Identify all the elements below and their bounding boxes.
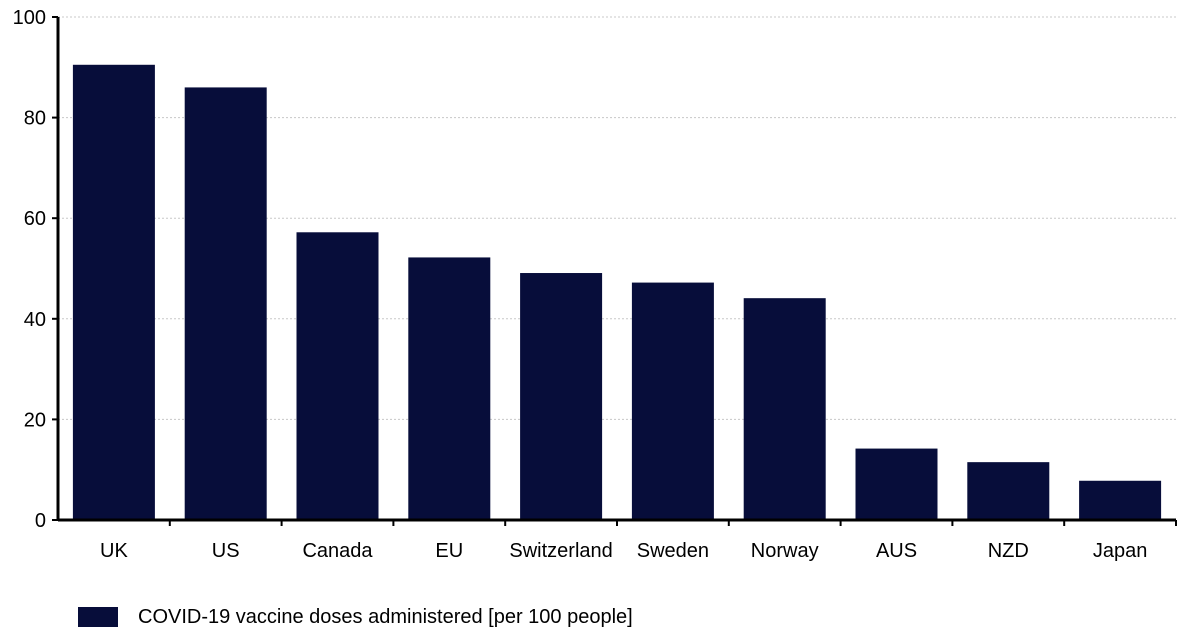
bar [296, 232, 379, 520]
bar [408, 257, 491, 520]
bar [743, 298, 826, 520]
bar [72, 64, 155, 520]
bar [520, 273, 603, 520]
legend-swatch [78, 607, 118, 627]
y-tick-label: 100 [13, 7, 46, 29]
x-tick-label: Japan [1093, 540, 1148, 562]
x-tick-label: AUS [876, 540, 917, 562]
x-tick-label: Norway [751, 540, 819, 562]
x-tick-label: EU [435, 540, 463, 562]
x-tick-label: Switzerland [509, 540, 612, 562]
x-tick-label: Canada [302, 540, 373, 562]
x-tick-label: NZD [988, 540, 1029, 562]
bar [184, 87, 267, 521]
y-tick-label: 20 [24, 409, 46, 431]
bar-chart: 0 20 40 60 80 100 UK US Canada EU Switzerland Swed… [13, 7, 1177, 562]
x-tick-label: US [212, 540, 240, 562]
legend: COVID-19 vaccine doses administered [per… [78, 604, 633, 630]
bar [967, 462, 1050, 520]
y-tick-label: 60 [24, 208, 46, 230]
x-tick-label: Sweden [637, 540, 709, 562]
y-tick-label: 40 [24, 309, 46, 331]
y-tick-label: 80 [24, 108, 46, 130]
x-axis-labels: UK US Canada EU Switzerland Sweden Norway AUS NZ… [100, 520, 1177, 562]
bar [631, 282, 714, 520]
y-axis-ticks: 0 20 40 60 80 100 [13, 7, 58, 532]
bar [855, 448, 938, 520]
bars [72, 64, 1162, 521]
x-tick-label: UK [100, 540, 128, 562]
y-tick-label: 0 [35, 510, 46, 532]
legend-label: COVID-19 vaccine doses administered [per… [138, 605, 633, 628]
bar [1079, 480, 1162, 520]
